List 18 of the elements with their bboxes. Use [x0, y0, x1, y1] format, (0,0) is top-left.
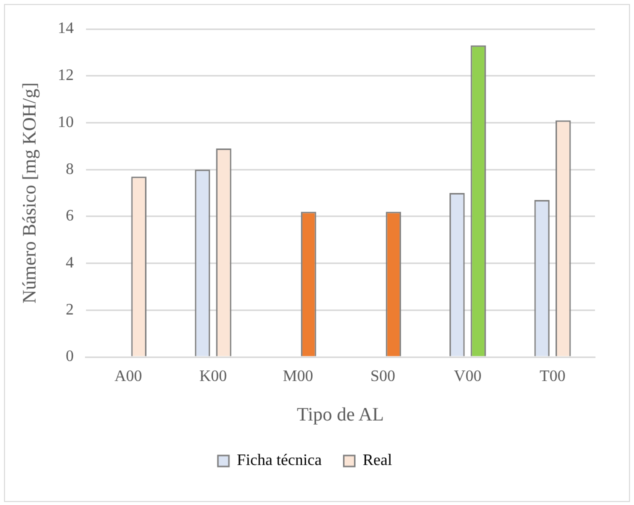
y-tick-label: 0: [66, 348, 74, 366]
y-tick-label: 10: [58, 114, 74, 131]
legend-label: Real: [362, 452, 393, 470]
legend-label: Ficha técnica: [236, 452, 322, 470]
x-tick-label: T00: [540, 368, 566, 385]
x-tick-label: M00: [282, 368, 314, 385]
y-tick-label: 2: [66, 301, 74, 318]
y-tick-label: 8: [66, 160, 74, 178]
y-tick-label: 6: [66, 208, 74, 225]
y-axis-title: Número Básico [mg KOH/g]: [19, 82, 40, 304]
x-axis-title: Tipo de AL: [296, 404, 384, 426]
y-tick-label: 4: [66, 254, 74, 272]
y-tick-label: 12: [58, 67, 74, 84]
x-tick-label: S00: [370, 368, 396, 385]
x-tick-label: V00: [454, 368, 482, 385]
x-tick-label: A00: [114, 368, 142, 385]
x-tick-label: K00: [199, 368, 227, 385]
y-tick-label: 14: [58, 20, 74, 38]
